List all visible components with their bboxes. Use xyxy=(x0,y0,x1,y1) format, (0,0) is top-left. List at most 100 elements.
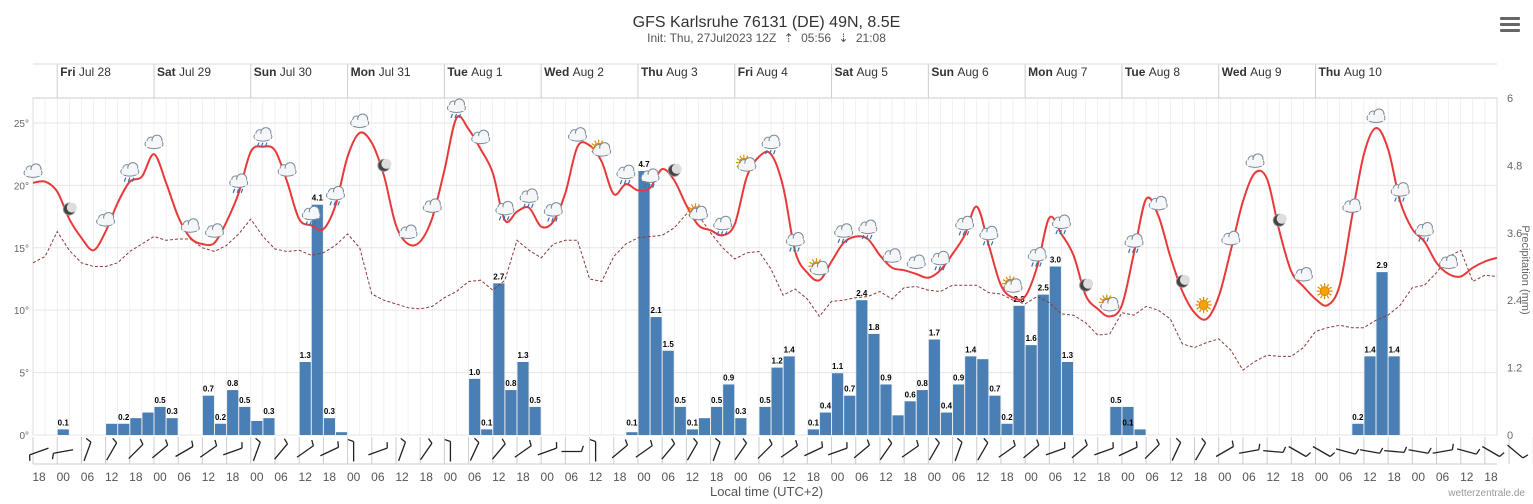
precip-bar xyxy=(953,384,965,435)
rain-weather-icon xyxy=(120,162,140,182)
hour-tick-label: 18 xyxy=(1194,470,1208,484)
hour-tick-label: 18 xyxy=(710,470,724,484)
hour-tick-label: 18 xyxy=(1291,470,1305,484)
hour-tick-label: 00 xyxy=(734,470,748,484)
hour-tick-label: 06 xyxy=(758,470,772,484)
wind-barb xyxy=(1045,447,1065,456)
cloud-weather-icon xyxy=(422,198,442,213)
hour-tick-label: 12 xyxy=(1170,470,1184,484)
wind-barb xyxy=(977,442,989,461)
precip-data-label: 1.2 xyxy=(772,357,784,366)
cloud-weather-icon xyxy=(1293,266,1313,282)
wind-barb-flag xyxy=(1084,439,1088,446)
hour-tick-label: 06 xyxy=(1436,470,1450,484)
precip-bar xyxy=(868,333,880,435)
precip-data-label: 4.1 xyxy=(312,194,324,203)
y-tick-right: 1.2 xyxy=(1507,363,1522,375)
hour-tick-label: 00 xyxy=(57,470,71,484)
precip-bar xyxy=(1376,272,1388,435)
wind-barb xyxy=(712,441,721,462)
wind-barb-flag xyxy=(337,441,340,448)
hour-tick-label: 06 xyxy=(1242,470,1256,484)
day-label: Tue Aug 1 xyxy=(447,65,502,79)
y-tick-left: 10° xyxy=(14,306,29,317)
wind-barb-flag xyxy=(670,438,676,445)
hour-tick-label: 12 xyxy=(879,470,893,484)
suncloud-weather-icon xyxy=(808,258,829,276)
precip-bar xyxy=(202,395,215,435)
hour-tick-label: 06 xyxy=(565,470,579,484)
hour-tick-label: 18 xyxy=(1097,470,1111,484)
wind-barb xyxy=(83,441,92,462)
wind-barb-flag xyxy=(1499,452,1505,457)
wind-barb xyxy=(53,449,74,454)
wind-barb-flag xyxy=(956,437,963,443)
precip-bar xyxy=(118,423,130,435)
cloud-weather-icon xyxy=(906,254,926,269)
cloud-weather-icon xyxy=(398,224,418,240)
wind-barb-flag xyxy=(934,437,940,444)
dewpoint-line xyxy=(32,213,1498,371)
precip-bar xyxy=(142,412,154,435)
wind-barb-flag xyxy=(1201,437,1207,444)
cloud-weather-icon xyxy=(144,134,164,150)
wind-barb-flag xyxy=(214,439,218,446)
day-label: Wed Aug 2 xyxy=(544,65,604,79)
wind-barb-flag xyxy=(1427,447,1432,454)
wind-barb xyxy=(274,443,288,460)
wind-barb-flag xyxy=(1036,439,1040,446)
precip-data-label: 0.9 xyxy=(953,373,965,382)
precip-data-label: 2.9 xyxy=(1376,261,1388,270)
wind-barb xyxy=(368,447,388,456)
precip-data-label: 1.3 xyxy=(517,351,529,360)
precip-bar xyxy=(493,283,505,435)
wind-barb xyxy=(1384,449,1405,454)
wind-barb-flag xyxy=(887,438,893,444)
precip-bar xyxy=(166,418,178,435)
y-tick-left: 15° xyxy=(14,244,29,255)
wind-barb xyxy=(1335,448,1356,455)
wind-barb xyxy=(128,443,144,460)
wind-barb-flag xyxy=(624,439,629,446)
cloud-weather-icon xyxy=(1245,153,1265,168)
wind-barb xyxy=(686,442,698,461)
hamburger-menu-icon[interactable] xyxy=(1500,17,1520,33)
precip-data-label: 1.0 xyxy=(469,368,481,377)
precip-data-label: 0.4 xyxy=(941,402,953,411)
moon-weather-icon xyxy=(667,163,682,177)
wind-barb xyxy=(1481,445,1500,458)
hour-tick-label: 06 xyxy=(1145,470,1159,484)
cloud-weather-icon xyxy=(277,162,297,177)
hour-tick-label: 18 xyxy=(226,470,240,484)
precip-data-label: 1.8 xyxy=(868,323,880,332)
wind-barb-flag xyxy=(692,437,698,444)
precip-bar xyxy=(335,432,348,435)
precip-data-label: 0.3 xyxy=(324,407,336,416)
y-tick-left: 0° xyxy=(19,431,29,442)
wind-barb xyxy=(397,441,407,462)
rain-weather-icon xyxy=(543,202,563,222)
hour-tick-label: 00 xyxy=(1121,470,1135,484)
hour-tick-label: 06 xyxy=(662,470,676,484)
suncloud-weather-icon xyxy=(735,154,757,172)
cloud-weather-icon xyxy=(1148,195,1168,211)
precip-data-label: 0.9 xyxy=(723,373,735,382)
wind-barb xyxy=(734,442,748,461)
hour-tick-label: 00 xyxy=(1218,470,1232,484)
hour-tick-label: 00 xyxy=(1412,470,1426,484)
precip-bar xyxy=(1061,361,1074,435)
wind-barb-flag xyxy=(1522,454,1529,459)
precip-bar xyxy=(1364,356,1376,435)
wind-barb xyxy=(537,447,557,456)
y-tick-right: 0 xyxy=(1507,430,1513,442)
wind-barb xyxy=(928,442,940,461)
precip-data-label: 2.1 xyxy=(651,306,663,315)
y-tick-right: 6 xyxy=(1507,93,1513,105)
precip-bar xyxy=(505,390,517,435)
precip-bar xyxy=(892,415,904,435)
precip-data-label: 0.5 xyxy=(239,396,251,405)
precip-bar xyxy=(1134,429,1146,435)
day-label: Sun Aug 6 xyxy=(931,65,989,79)
precip-data-label: 0.7 xyxy=(989,385,1001,394)
wind-barb-flag xyxy=(283,438,289,445)
